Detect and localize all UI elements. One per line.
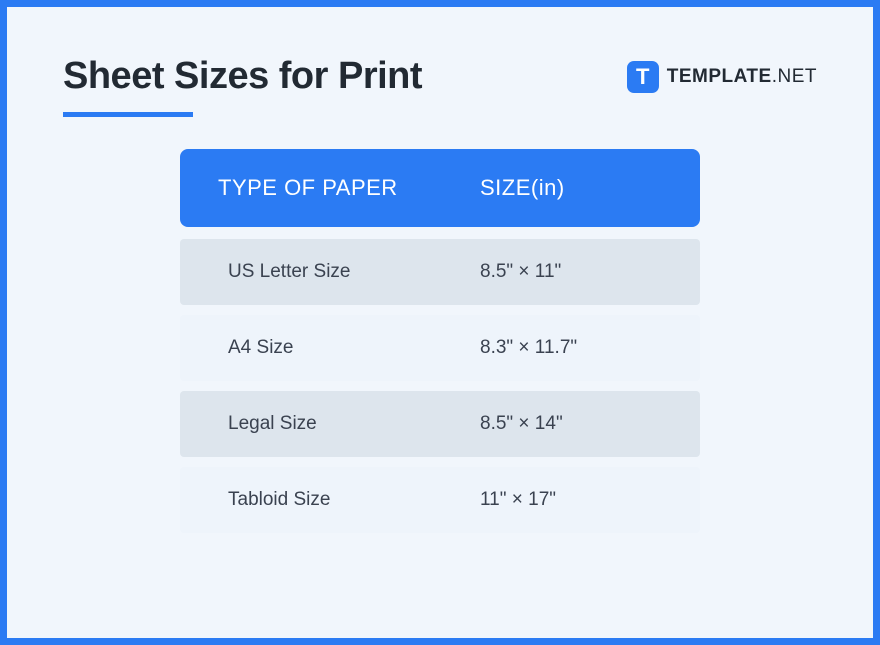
cell-size: 8.5" × 11" xyxy=(480,261,700,283)
t-icon: T xyxy=(627,61,659,93)
cell-size: 8.3" × 11.7" xyxy=(480,337,700,359)
table-row: US Letter Size 8.5" × 11" xyxy=(180,239,700,305)
cell-size: 11" × 17" xyxy=(480,489,700,511)
cell-type: Legal Size xyxy=(180,413,480,435)
cell-type: US Letter Size xyxy=(180,261,480,283)
table-header: TYPE OF PAPER SIZE(in) xyxy=(180,149,700,227)
table-row: Legal Size 8.5" × 14" xyxy=(180,391,700,457)
logo-brand: TEMPLATE xyxy=(667,66,772,87)
col-header-size: SIZE(in) xyxy=(480,175,700,201)
page-title: Sheet Sizes for Print xyxy=(63,55,422,98)
cell-type: A4 Size xyxy=(180,337,480,359)
header-row: Sheet Sizes for Print T TEMPLATE.NET xyxy=(63,55,817,117)
card-frame: Sheet Sizes for Print T TEMPLATE.NET TYP… xyxy=(0,0,880,645)
table-row: Tabloid Size 11" × 17" xyxy=(180,467,700,533)
brand-logo: T TEMPLATE.NET xyxy=(627,61,817,93)
logo-suffix: .NET xyxy=(772,66,817,87)
cell-size: 8.5" × 14" xyxy=(480,413,700,435)
sizes-table: TYPE OF PAPER SIZE(in) US Letter Size 8.… xyxy=(180,149,700,533)
cell-type: Tabloid Size xyxy=(180,489,480,511)
title-block: Sheet Sizes for Print xyxy=(63,55,422,117)
logo-glyph: T xyxy=(636,64,649,90)
col-header-type: TYPE OF PAPER xyxy=(180,175,480,201)
title-underline xyxy=(63,112,193,117)
logo-text: TEMPLATE.NET xyxy=(667,66,817,88)
table-row: A4 Size 8.3" × 11.7" xyxy=(180,315,700,381)
